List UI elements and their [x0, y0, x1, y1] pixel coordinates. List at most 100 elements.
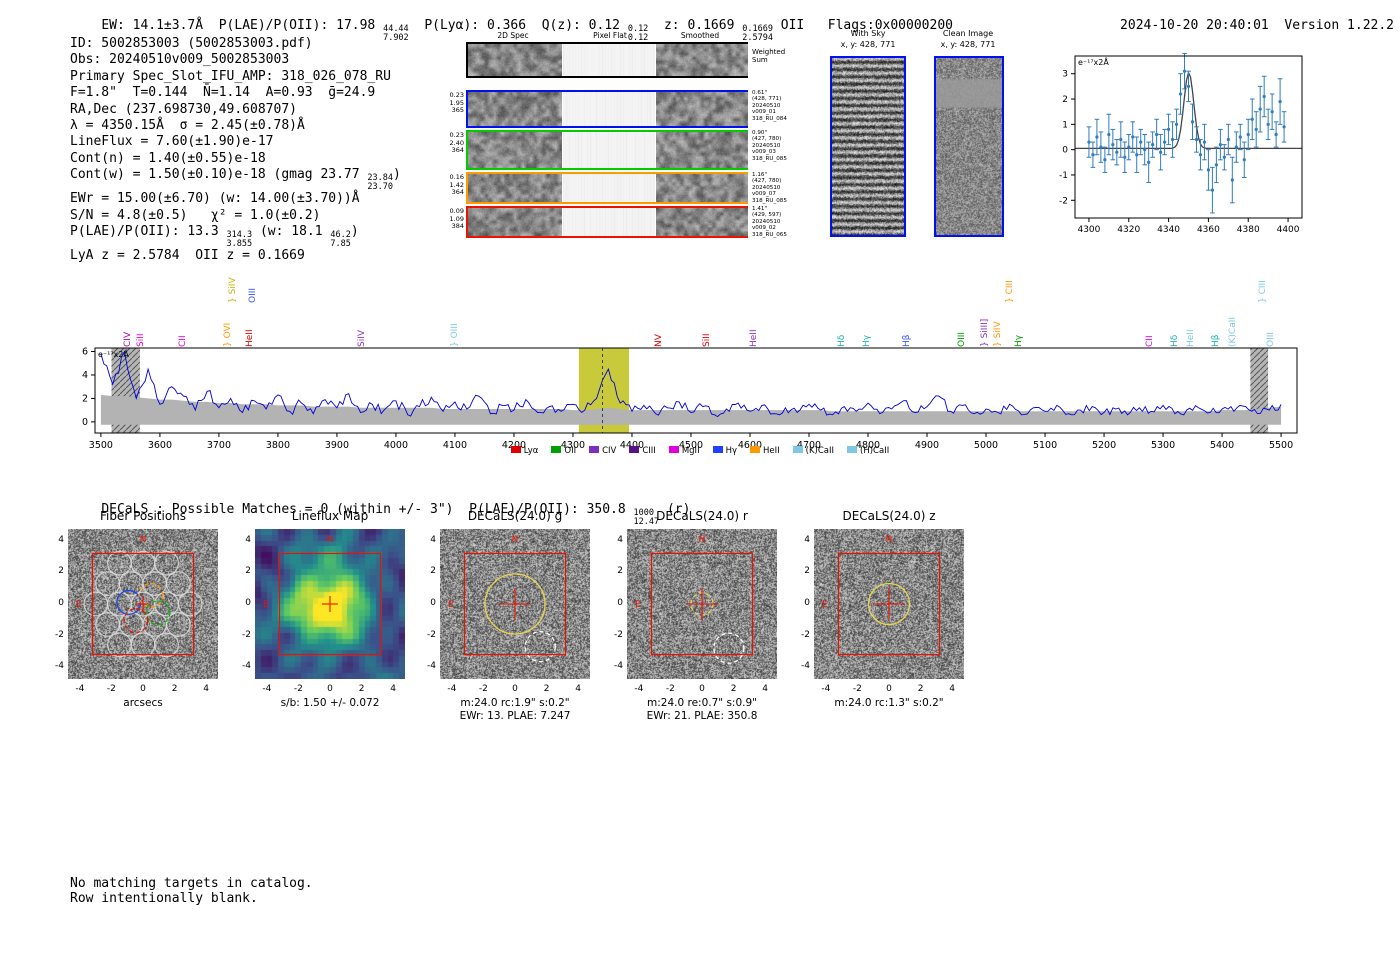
legend-label: OII [564, 446, 577, 456]
zoomed-spectrum-chart: 4300 4320 4340 4360 4380 4400 -2 -1 0 1 2 3 e⁻¹⁷x2Å [1059, 52, 1303, 235]
fiber-positions-overlay: NE [76, 535, 203, 658]
y-tick-label: 4 [245, 534, 251, 545]
y-tick-label: 0 [245, 598, 251, 608]
legend-item: (K)CaII [792, 446, 834, 456]
aperture-circle [145, 600, 171, 626]
aperture-circle [123, 608, 149, 634]
data-point [1226, 137, 1230, 142]
selection-square [837, 552, 941, 656]
data-point [1186, 84, 1191, 88]
data-point [1198, 153, 1203, 157]
data-point [1282, 125, 1286, 129]
panel-caption: EWr: 21. PLAE: 350.8 [646, 710, 758, 722]
tick-label: 2 [82, 393, 88, 404]
data-point [1155, 132, 1159, 137]
compass-north: N [327, 535, 334, 545]
x-tick-label: -4 [634, 684, 644, 694]
y-tick-label: -4 [427, 661, 436, 672]
y-tick-label: 2 [58, 566, 64, 577]
data-point [1270, 110, 1274, 114]
legend-label: MgII [681, 446, 700, 456]
axes-box [1074, 55, 1303, 219]
cutout-row-weighted [466, 42, 748, 78]
legend-item: OII [551, 446, 576, 456]
footer-line-1: No matching targets in catalog. [70, 876, 313, 891]
fiber-annotation: 0.90" (427, 780) 20240510 v009_03 318_RU_085 [752, 130, 787, 162]
info-line-cont-n: Cont(n) = 1.40(±0.55)e-18 [70, 150, 266, 166]
stacked-fraction: 1000 12.47 [633, 508, 660, 527]
panel-caption: s/b: 1.50 +/- 0.072 [280, 697, 380, 709]
cutout-row-fiber-3 [466, 172, 748, 204]
tick-label: 4300 [561, 440, 585, 451]
y-tick-label: 0 [617, 598, 623, 608]
legend-item: MgII [668, 446, 700, 456]
spectral-line-label: Hδ [1170, 334, 1181, 347]
fiber-footprint [154, 550, 179, 576]
legend-swatch [668, 446, 679, 453]
y-tick-label: 4 [617, 534, 623, 545]
fiber-left-labels: 0.23 2.40 364 [449, 131, 464, 155]
stacked-fraction: 46.2 7.85 [330, 230, 351, 249]
tick-label: 4700 [797, 440, 821, 451]
fiber-footprint [165, 611, 191, 637]
y-tick-label: -4 [801, 661, 810, 672]
y-tick-label: -2 [55, 629, 64, 640]
x-tick-label: -2 [106, 684, 116, 694]
decals-match-line: DECaLS : Possible Matches = 0 (within +/… [101, 502, 691, 527]
pixel-flat-image [563, 208, 655, 236]
spectral-line-label: } CIII [1257, 280, 1268, 303]
x-tick-label: 0 [327, 684, 333, 694]
2d-spec-image [468, 208, 562, 236]
fiber-annotation: 1.16" (427, 780) 20240510 v009_07 318_RU_085 [752, 172, 787, 204]
legend-swatch [551, 446, 562, 453]
fiber-footprint [107, 632, 132, 658]
smoothed-image [656, 174, 748, 202]
fiber-footprint [154, 632, 179, 658]
data-point [1254, 127, 1258, 132]
data-point [1194, 137, 1199, 142]
2d-spec-image [468, 174, 562, 202]
legend-item: Lyα [510, 446, 538, 456]
data-point [1143, 148, 1147, 152]
info-line-cont-w: Cont(w) = 1.50(±0.10)e-18 (gmag 23.77 23… [70, 167, 401, 192]
smoothed-image [656, 208, 748, 236]
fiber-footprint [107, 550, 132, 576]
legend-swatch [629, 446, 640, 453]
data-point [1111, 142, 1115, 147]
spectral-line-label: Hδ [837, 334, 848, 347]
data-point [1166, 127, 1171, 132]
data-point [1210, 188, 1214, 192]
tick-label: 6 [82, 347, 88, 358]
data-point [1159, 150, 1163, 154]
tick-label: 3700 [207, 440, 231, 451]
version-label: Version 1.22.2 [1284, 18, 1394, 34]
panel-title: Fiber Positions [99, 509, 187, 523]
panel-caption: m:24.0 rc:1.9" s:0.2" [460, 697, 570, 709]
2d-spec-image [468, 44, 562, 76]
x-tick-label: 0 [512, 684, 518, 694]
spectral-line-label: Hβ [902, 334, 913, 347]
tick-label: 3900 [325, 440, 349, 451]
data-point [1099, 145, 1103, 149]
x-tick-label: -2 [293, 684, 303, 694]
compass-north: N [140, 535, 147, 545]
legend-swatch [510, 446, 521, 453]
legend-item: Hγ [712, 446, 737, 456]
fiber-footprint [165, 571, 191, 596]
timestamp: 2024-10-20 20:40:01 [1120, 18, 1269, 34]
selection-square [278, 552, 382, 656]
tick-label: 4000 [384, 440, 408, 451]
legend-item: CIII [629, 446, 656, 456]
spectral-line-label: } OVI [222, 322, 233, 347]
data-point [1151, 142, 1155, 147]
fiber-footprint [95, 571, 120, 596]
fiber-footprint [95, 611, 120, 637]
panel-title: DECaLS(24.0) z [842, 509, 936, 523]
x-tick-label: 2 [917, 684, 924, 694]
panel-caption: m:24.0 rc:1.3" s:0.2" [834, 697, 944, 709]
info-line-redshifts: LyA z = 2.5784 OII z = 0.1669 [70, 248, 305, 264]
